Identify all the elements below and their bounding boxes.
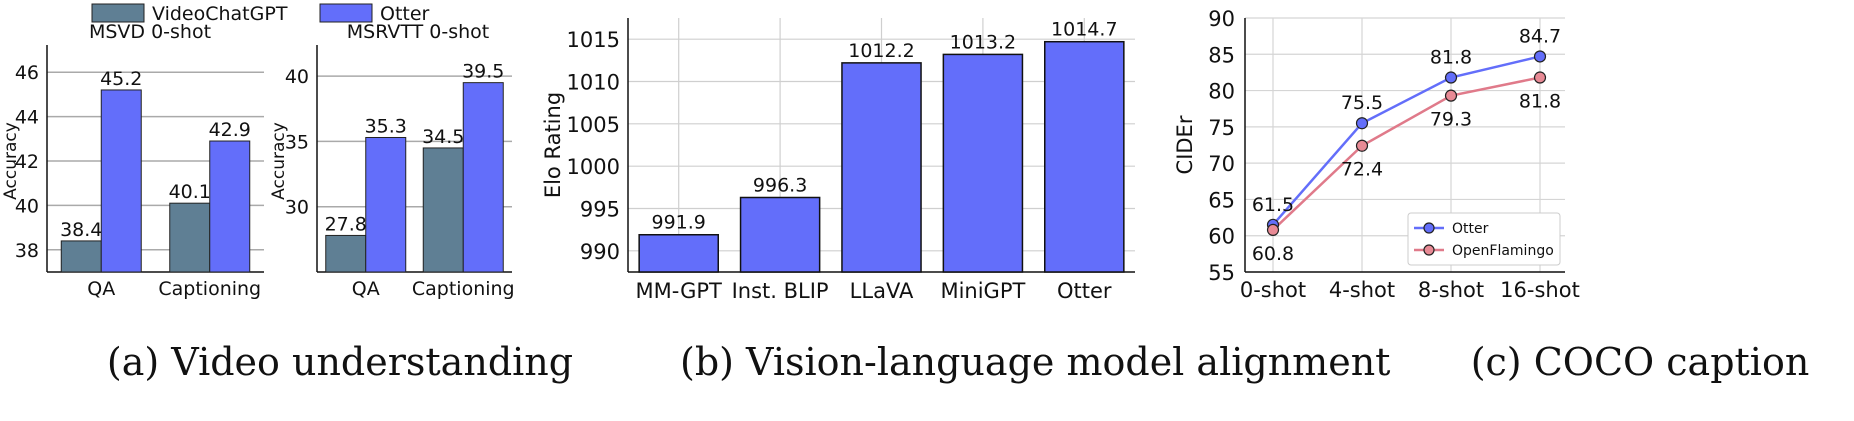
point-value-label: 81.8 — [1519, 91, 1561, 113]
bar-value-label: 42.9 — [209, 119, 251, 141]
x-tick-label: MiniGPT — [940, 279, 1025, 303]
bar-value-label: 34.5 — [422, 126, 464, 148]
x-tick-label: 0-shot — [1240, 278, 1306, 302]
y-tick-label: 70 — [1208, 152, 1235, 176]
point-openflamingo — [1533, 71, 1547, 84]
bar-inst-blip — [739, 196, 821, 273]
legend-label-otter: Otter — [1452, 221, 1489, 237]
y-tick-label: 42 — [15, 151, 39, 173]
point-value-label: 60.8 — [1252, 243, 1294, 265]
y-tick-label: 995 — [580, 198, 620, 222]
y-tick-label: 80 — [1208, 80, 1235, 104]
legend-marker-openflamingo — [1423, 244, 1435, 256]
x-tick-label: 16-shot — [1500, 278, 1580, 302]
bar-videochatgpt-captioning — [169, 202, 211, 273]
y-tick-label: 75 — [1208, 116, 1235, 140]
y-tick-label: 30 — [285, 197, 309, 219]
y-tick-label: 60 — [1208, 225, 1235, 249]
y-axis-label: Elo Rating — [541, 92, 565, 198]
bar-otter — [1044, 40, 1125, 273]
point-otter — [1533, 50, 1547, 63]
point-value-label: 75.5 — [1341, 92, 1383, 114]
point-value-label: 61.5 — [1252, 194, 1294, 216]
bar-videochatgpt-qa — [60, 240, 102, 273]
point-value-label: 79.3 — [1430, 109, 1472, 131]
bar-otter-captioning — [209, 140, 251, 273]
y-tick-label: 990 — [580, 240, 620, 264]
bar-value-label: 1014.7 — [1051, 19, 1117, 41]
bar-value-label: 38.4 — [60, 219, 102, 241]
x-tick-label: MM-GPT — [636, 279, 723, 303]
bar-value-label: 45.2 — [100, 68, 142, 90]
bar-value-label: 27.8 — [325, 213, 367, 235]
y-tick-label: 40 — [15, 195, 39, 217]
legend-label-openflamingo: OpenFlamingo — [1452, 243, 1554, 259]
y-tick-label: 90 — [1208, 7, 1235, 31]
series-line-otter — [1272, 55, 1541, 226]
bar-value-label: 991.9 — [651, 212, 705, 234]
legend-swatch-otter — [319, 3, 373, 23]
legend-label-otter: Otter — [380, 3, 430, 25]
bar-otter-qa — [100, 89, 142, 273]
x-tick-label: Inst. BLIP — [732, 279, 829, 303]
point-openflamingo — [1444, 89, 1458, 102]
x-tick-label: 8-shot — [1418, 278, 1484, 302]
y-tick-label: 1015 — [567, 28, 620, 52]
legend-label-videochatgpt: VideoChatGPT — [152, 3, 288, 25]
caption-coco: (c) COCO caption — [1470, 340, 1810, 384]
bar-videochatgpt-qa — [325, 234, 367, 273]
y-axis-label: Accuracy — [1, 122, 21, 200]
x-tick-label: QA — [352, 278, 380, 300]
x-tick-label: 4-shot — [1329, 278, 1395, 302]
y-tick-label: 40 — [285, 66, 309, 88]
point-value-label: 72.4 — [1341, 159, 1383, 181]
bar-otter-captioning — [462, 82, 504, 273]
chart-title: MSVD 0-shot — [89, 21, 211, 43]
series-line-openflamingo — [1272, 76, 1541, 231]
bar-mm-gpt — [638, 233, 719, 273]
chart-title: MSRVTT 0-shot — [347, 21, 490, 43]
y-tick-label: 1010 — [567, 71, 620, 95]
bar-value-label: 35.3 — [365, 115, 407, 137]
y-tick-label: 55 — [1208, 261, 1235, 285]
bar-value-label: 1012.2 — [848, 40, 914, 62]
y-tick-label: 1000 — [567, 155, 620, 179]
bar-llava — [841, 62, 922, 273]
bar-value-label: 39.5 — [462, 61, 504, 83]
y-tick-label: 44 — [15, 107, 39, 129]
bar-value-label: 1013.2 — [950, 31, 1016, 53]
legend-marker-otter — [1423, 222, 1435, 234]
y-tick-label: 38 — [15, 240, 39, 262]
point-otter — [1444, 71, 1458, 84]
y-axis-label: Accuracy — [269, 122, 289, 200]
y-tick-label: 1005 — [567, 113, 620, 137]
caption-vl-alignment: (b) Vision-language model alignment — [680, 340, 1391, 384]
point-otter — [1355, 117, 1369, 130]
x-tick-label: Captioning — [158, 278, 261, 300]
y-axis-label: CIDEr — [1173, 115, 1197, 174]
point-openflamingo — [1266, 223, 1280, 237]
bar-value-label: 40.1 — [169, 181, 211, 203]
x-tick-label: QA — [87, 278, 115, 300]
y-tick-label: 46 — [15, 62, 39, 84]
y-tick-label: 35 — [285, 131, 309, 153]
y-tick-label: 65 — [1208, 188, 1235, 212]
y-tick-label: 85 — [1208, 43, 1235, 67]
bar-minigpt — [942, 53, 1024, 273]
x-tick-label: LLaVA — [850, 279, 914, 303]
point-value-label: 81.8 — [1430, 47, 1472, 69]
x-tick-label: Captioning — [412, 278, 515, 300]
bar-videochatgpt-captioning — [422, 147, 464, 273]
point-openflamingo — [1355, 139, 1369, 152]
caption-video-understanding: (a) Video understanding — [106, 340, 574, 384]
point-value-label: 84.7 — [1519, 25, 1561, 47]
bar-value-label: 996.3 — [753, 174, 807, 196]
legend-box — [1407, 212, 1561, 266]
x-tick-label: Otter — [1057, 279, 1112, 303]
bar-otter-qa — [365, 136, 407, 273]
legend-swatch-videochatgpt — [91, 3, 145, 23]
